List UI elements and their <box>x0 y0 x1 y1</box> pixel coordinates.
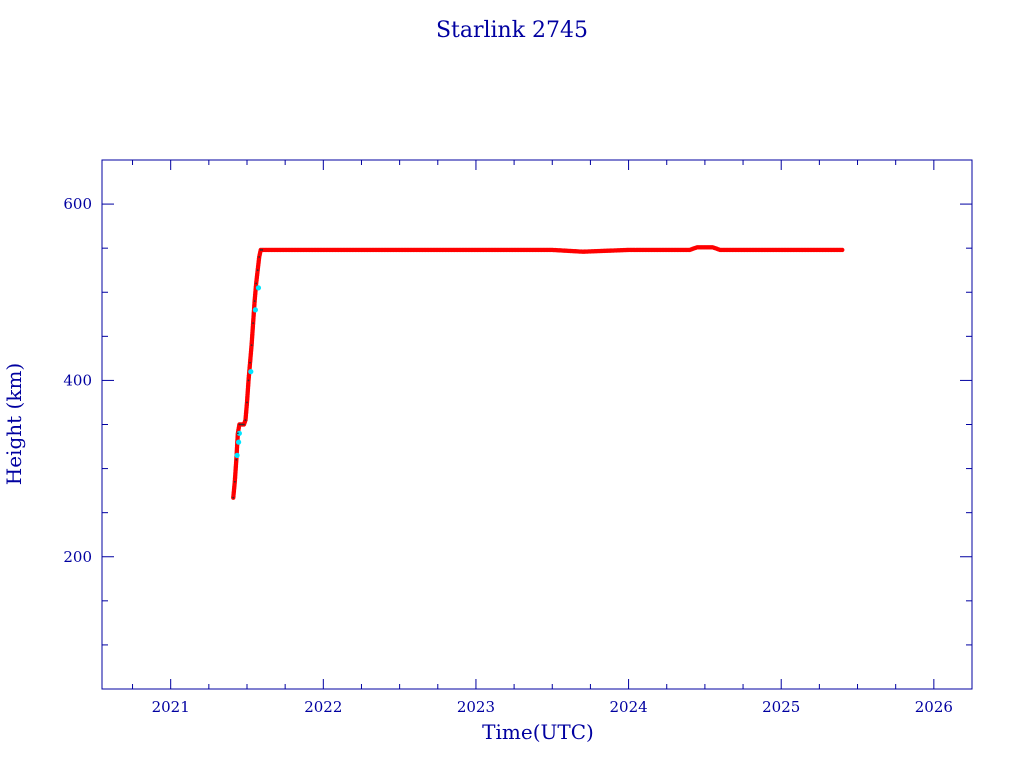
x-axis-label: Time(UTC) <box>482 720 594 744</box>
x-ticks: 2021 2022 2023 2024 2025 2026 <box>132 160 973 716</box>
y-axis-label: Height (km) <box>2 363 26 485</box>
data-point-center <box>255 282 258 285</box>
x-tick-label: 2026 <box>915 698 953 716</box>
data-point-center <box>232 496 235 499</box>
data-points <box>231 245 845 500</box>
data-point-center <box>233 480 236 483</box>
data-point-center <box>247 379 250 382</box>
plot-frame <box>101 159 973 690</box>
data-point-center <box>244 419 247 421</box>
x-tick-label: 2024 <box>609 698 647 716</box>
x-tick-label: 2021 <box>152 698 190 716</box>
data-point-center <box>239 423 242 426</box>
data-point <box>234 452 240 458</box>
x-tick-label: 2025 <box>762 698 800 716</box>
data-point-center <box>238 423 241 426</box>
y-ticks: 200 400 600 <box>63 195 972 646</box>
y-tick-label: 600 <box>63 195 92 213</box>
data-point-center <box>256 269 259 272</box>
data-point-center <box>235 458 238 461</box>
data-point-center <box>253 300 256 302</box>
data-point <box>252 307 258 313</box>
data-point-center <box>259 249 262 251</box>
data-point <box>236 430 242 436</box>
data-point <box>840 247 845 253</box>
x-tick-label: 2022 <box>304 698 342 716</box>
data-point-center <box>236 432 239 435</box>
data-point-center <box>258 256 261 258</box>
data-point <box>255 285 262 291</box>
data-point <box>236 439 242 445</box>
data-point-center <box>241 423 244 426</box>
data-point-center <box>252 322 255 325</box>
data-point-center <box>249 361 251 364</box>
data-point-center <box>246 401 248 404</box>
x-tick-label: 2023 <box>457 698 495 716</box>
data-point-center <box>261 249 264 251</box>
data-point <box>248 369 254 375</box>
data-point-center <box>250 344 253 347</box>
chart-title: Starlink 2745 <box>436 18 588 43</box>
data-point-center <box>243 423 245 426</box>
y-tick-label: 200 <box>63 548 92 566</box>
y-tick-label: 400 <box>63 371 92 389</box>
